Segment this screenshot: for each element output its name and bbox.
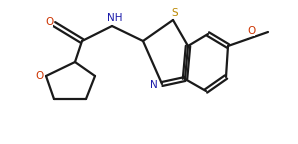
Text: N: N (150, 80, 158, 90)
Text: O: O (247, 26, 255, 36)
Text: NH: NH (107, 13, 123, 23)
Text: O: O (45, 17, 53, 27)
Text: O: O (35, 71, 43, 81)
Text: S: S (172, 8, 178, 18)
